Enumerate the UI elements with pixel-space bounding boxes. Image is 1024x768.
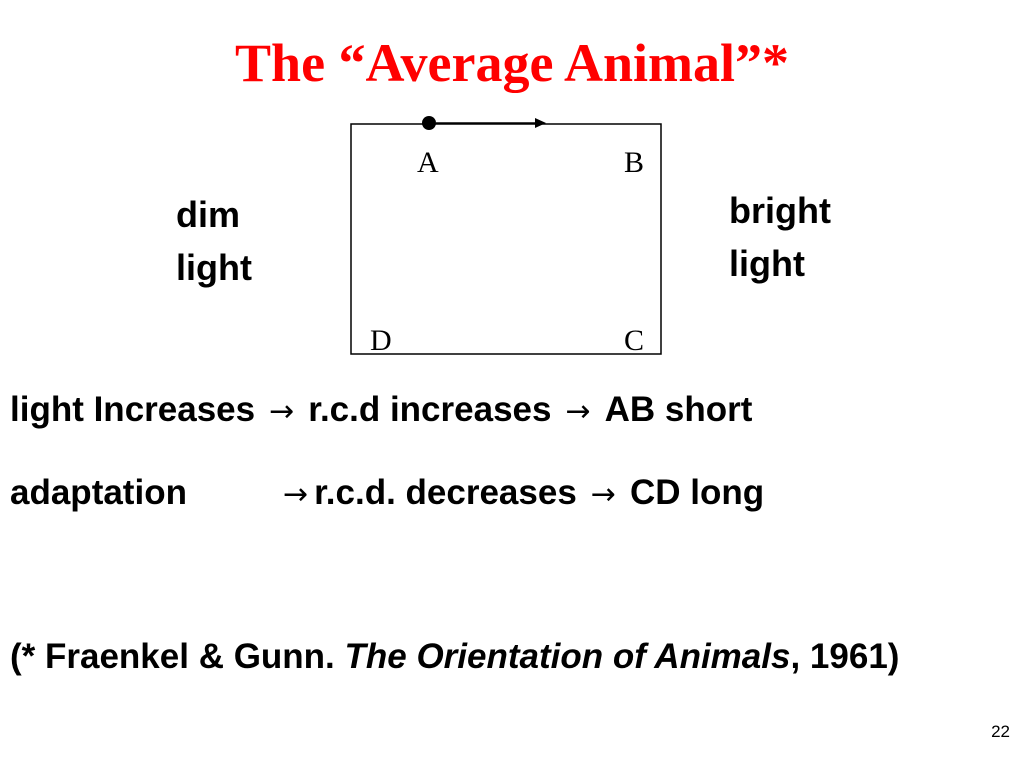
citation-prefix: (* Fraenkel & Gunn. [10,637,345,676]
slide-title: The “Average Animal”* [235,33,789,93]
corner-label-d: D [370,324,392,357]
statement-2-result: CD long [629,473,765,512]
citation: (* Fraenkel & Gunn. The Orientation of A… [10,632,910,682]
dim-light-label-line1: dim [176,194,241,235]
corner-label-c: C [624,324,644,357]
page-number: 22 [991,722,1010,741]
statement-1-result: AB short [604,390,753,429]
statement-line-2: adaptation → r.c.d. decreases → CD long [10,471,764,517]
statement-2-effect: r.c.d. decreases [314,473,577,512]
statement-1-cause: light Increases [10,390,256,429]
statement-2-cause: adaptation [10,473,187,512]
animal-path-arrowhead [535,118,546,128]
statement-line-1: light Increases → r.c.d increases → AB short [10,388,752,434]
citation-book-title: The Orientation of Animals [344,637,791,676]
statement-2-arrow-2: → [590,477,616,512]
bright-light-label-line1: bright [729,190,831,231]
dim-light-label: dim light [176,188,252,294]
citation-suffix: , 1961) [790,637,900,676]
statement-1-effect: r.c.d increases [308,390,552,429]
arena-box [350,123,662,355]
statement-1-arrow-1: → [269,394,295,429]
animal-start-dot [422,116,436,130]
corner-label-b: B [624,146,644,179]
bright-light-label: bright light [729,184,831,290]
corner-label-a: A [417,146,439,179]
bright-light-label-line2: light [729,243,805,284]
statement-1-arrow-2: → [565,394,591,429]
dim-light-label-line2: light [176,247,252,288]
statement-2-arrow-1: → [282,477,309,512]
arena-diagram: A B D C [350,116,662,357]
